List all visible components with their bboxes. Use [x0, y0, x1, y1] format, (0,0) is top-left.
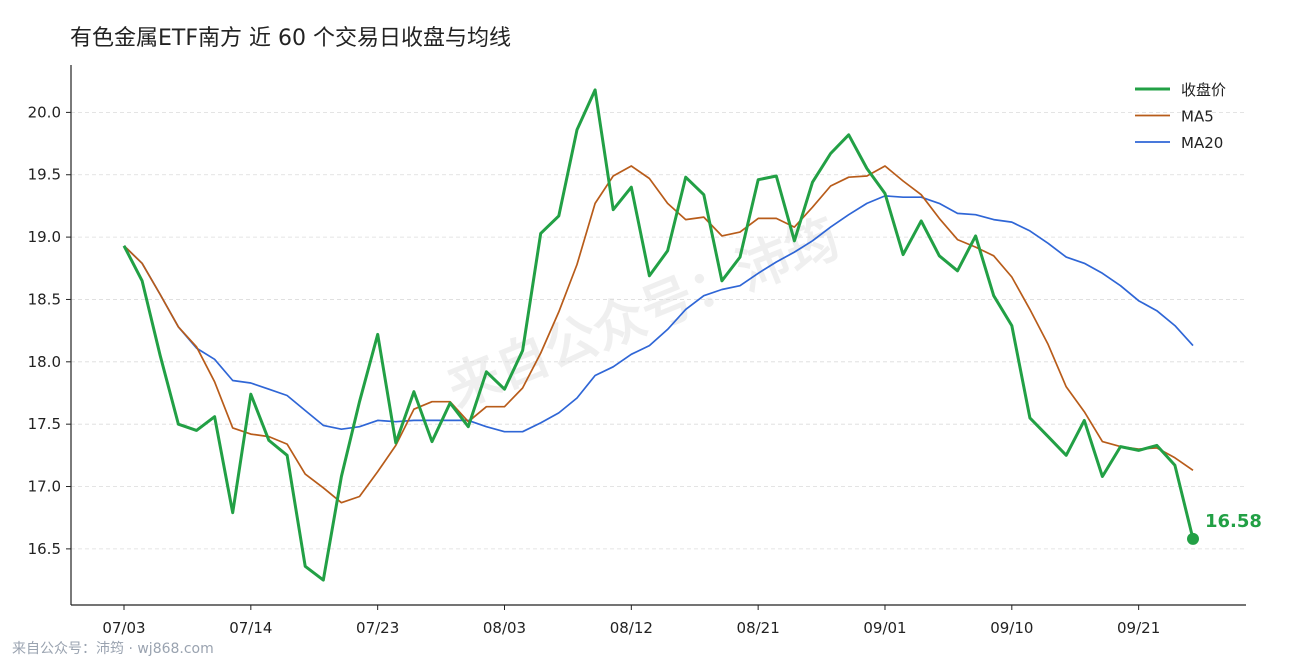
- series-line: [123, 195, 1194, 433]
- x-tick-label: 08/03: [483, 619, 526, 637]
- x-tick-label: 08/12: [610, 619, 653, 637]
- legend-label: MA5: [1181, 108, 1214, 126]
- y-tick-label: 16.5: [28, 540, 61, 558]
- y-tick-label: 19.0: [28, 228, 61, 246]
- footer: 来自公众号：沛筠 · wj868.com: [12, 640, 214, 657]
- y-tick-label: 18.0: [28, 353, 61, 371]
- last-value-label: 16.58: [1205, 511, 1262, 532]
- legend-label: MA20: [1181, 134, 1223, 152]
- y-tick-label: 18.5: [28, 290, 61, 308]
- y-tick-label: 17.0: [28, 478, 61, 496]
- x-tick-label: 09/10: [990, 619, 1033, 637]
- x-tick-label: 08/21: [737, 619, 780, 637]
- x-tick-label: 07/14: [229, 619, 272, 637]
- x-tick-label: 09/21: [1117, 619, 1160, 637]
- x-tick-label: 07/03: [102, 619, 145, 637]
- legend-label: 收盘价: [1181, 81, 1226, 99]
- last-point: [1187, 532, 1199, 545]
- chart-title: 有色金属ETF南方 近 60 个交易日收盘与均线: [70, 26, 511, 51]
- y-tick-label: 20.0: [28, 103, 61, 121]
- series-line: [122, 88, 1195, 582]
- x-tick-label: 07/23: [356, 619, 399, 637]
- y-tick-label: 17.5: [28, 415, 61, 433]
- x-tick-label: 09/01: [863, 619, 906, 637]
- series-line: [123, 165, 1194, 504]
- y-tick-label: 19.5: [28, 166, 61, 184]
